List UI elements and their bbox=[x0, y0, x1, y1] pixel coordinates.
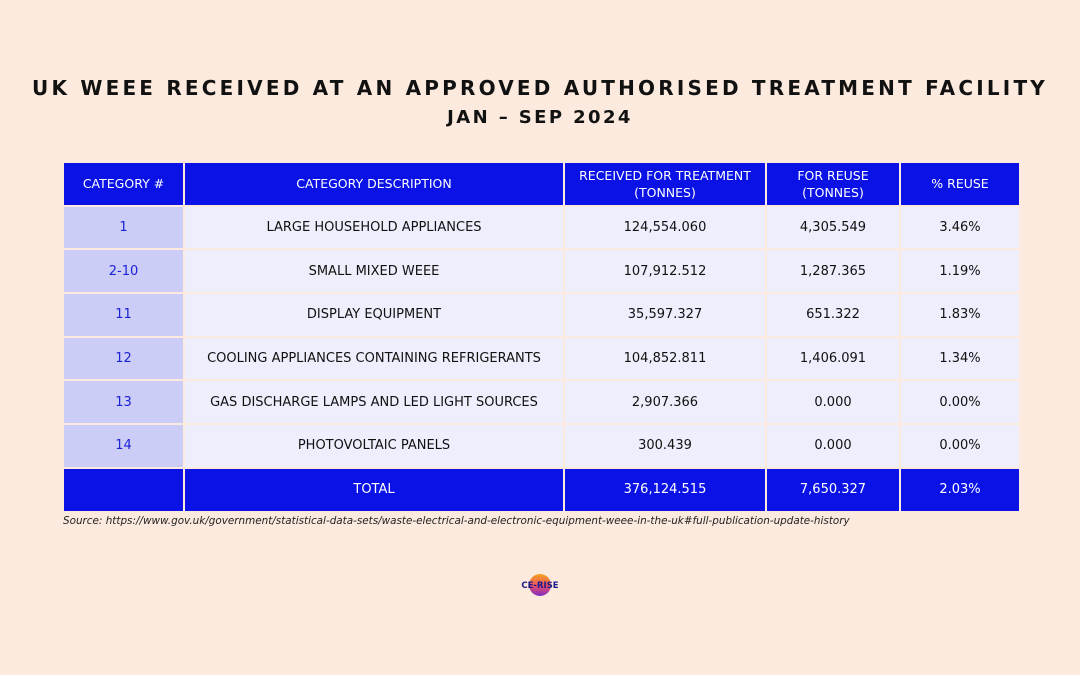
total-pct-reuse: 2.03% bbox=[901, 468, 1019, 511]
table-row: 14 PHOTOVOLTAIC PANELS 300.439 0.000 0.0… bbox=[64, 425, 1019, 467]
description-cell: PHOTOVOLTAIC PANELS bbox=[185, 425, 563, 467]
header-reuse: FOR REUSE (TONNES) bbox=[767, 163, 899, 205]
pct-reuse-cell: 1.83% bbox=[901, 294, 1019, 336]
description-cell: SMALL MIXED WEEE bbox=[185, 250, 563, 293]
pct-reuse-cell: 3.46% bbox=[901, 206, 1019, 249]
pct-reuse-cell: 1.34% bbox=[901, 337, 1019, 380]
category-cell: 2-10 bbox=[64, 250, 183, 293]
table-row: 13 GAS DISCHARGE LAMPS AND LED LIGHT SOU… bbox=[64, 381, 1019, 424]
pct-reuse-cell: 0.00% bbox=[901, 381, 1019, 424]
reuse-cell: 651.322 bbox=[767, 294, 899, 336]
table-header-row: CATEGORY # CATEGORY DESCRIPTION RECEIVED… bbox=[64, 163, 1019, 205]
table-row: 11 DISPLAY EQUIPMENT 35,597.327 651.322 … bbox=[64, 294, 1019, 336]
logo-text: CE-RISE bbox=[521, 581, 558, 591]
received-cell: 35,597.327 bbox=[565, 294, 765, 336]
received-cell: 2,907.366 bbox=[565, 381, 765, 424]
total-reuse: 7,650.327 bbox=[767, 468, 899, 511]
category-cell: 13 bbox=[64, 381, 183, 424]
reuse-cell: 1,287.365 bbox=[767, 250, 899, 293]
header-pct-reuse: % REUSE bbox=[901, 163, 1019, 205]
received-cell: 300.439 bbox=[565, 425, 765, 467]
weee-table: CATEGORY # CATEGORY DESCRIPTION RECEIVED… bbox=[62, 161, 1021, 513]
reuse-cell: 0.000 bbox=[767, 381, 899, 424]
logo-circle bbox=[529, 574, 551, 596]
description-cell: DISPLAY EQUIPMENT bbox=[185, 294, 563, 336]
header-category: CATEGORY # bbox=[64, 163, 183, 205]
reuse-cell: 0.000 bbox=[767, 425, 899, 467]
header-received: RECEIVED FOR TREATMENT (TONNES) bbox=[565, 163, 765, 205]
pct-reuse-cell: 0.00% bbox=[901, 425, 1019, 467]
received-cell: 104,852.811 bbox=[565, 337, 765, 380]
description-cell: COOLING APPLIANCES CONTAINING REFRIGERAN… bbox=[185, 337, 563, 380]
table-row: 2-10 SMALL MIXED WEEE 107,912.512 1,287.… bbox=[64, 250, 1019, 293]
reuse-cell: 1,406.091 bbox=[767, 337, 899, 380]
description-cell: LARGE HOUSEHOLD APPLIANCES bbox=[185, 206, 563, 249]
category-cell: 1 bbox=[64, 206, 183, 249]
reuse-cell: 4,305.549 bbox=[767, 206, 899, 249]
header-description: CATEGORY DESCRIPTION bbox=[185, 163, 563, 205]
description-cell: GAS DISCHARGE LAMPS AND LED LIGHT SOURCE… bbox=[185, 381, 563, 424]
category-cell: 11 bbox=[64, 294, 183, 336]
table-row: 1 LARGE HOUSEHOLD APPLIANCES 124,554.060… bbox=[64, 206, 1019, 249]
received-cell: 107,912.512 bbox=[565, 250, 765, 293]
total-received: 376,124.515 bbox=[565, 468, 765, 511]
ce-rise-logo: CE-RISE bbox=[521, 574, 559, 596]
page-subtitle: JAN – SEP 2024 bbox=[447, 107, 633, 128]
total-label: TOTAL bbox=[185, 468, 563, 511]
source-note: Source: https://www.gov.uk/government/st… bbox=[63, 515, 850, 527]
category-cell: 14 bbox=[64, 425, 183, 467]
category-cell: 12 bbox=[64, 337, 183, 380]
received-cell: 124,554.060 bbox=[565, 206, 765, 249]
total-row: TOTAL 376,124.515 7,650.327 2.03% bbox=[64, 468, 1019, 511]
total-category-cell bbox=[64, 468, 183, 511]
pct-reuse-cell: 1.19% bbox=[901, 250, 1019, 293]
table-row: 12 COOLING APPLIANCES CONTAINING REFRIGE… bbox=[64, 337, 1019, 380]
page-title: UK WEEE RECEIVED AT AN APPROVED AUTHORIS… bbox=[32, 76, 1048, 100]
